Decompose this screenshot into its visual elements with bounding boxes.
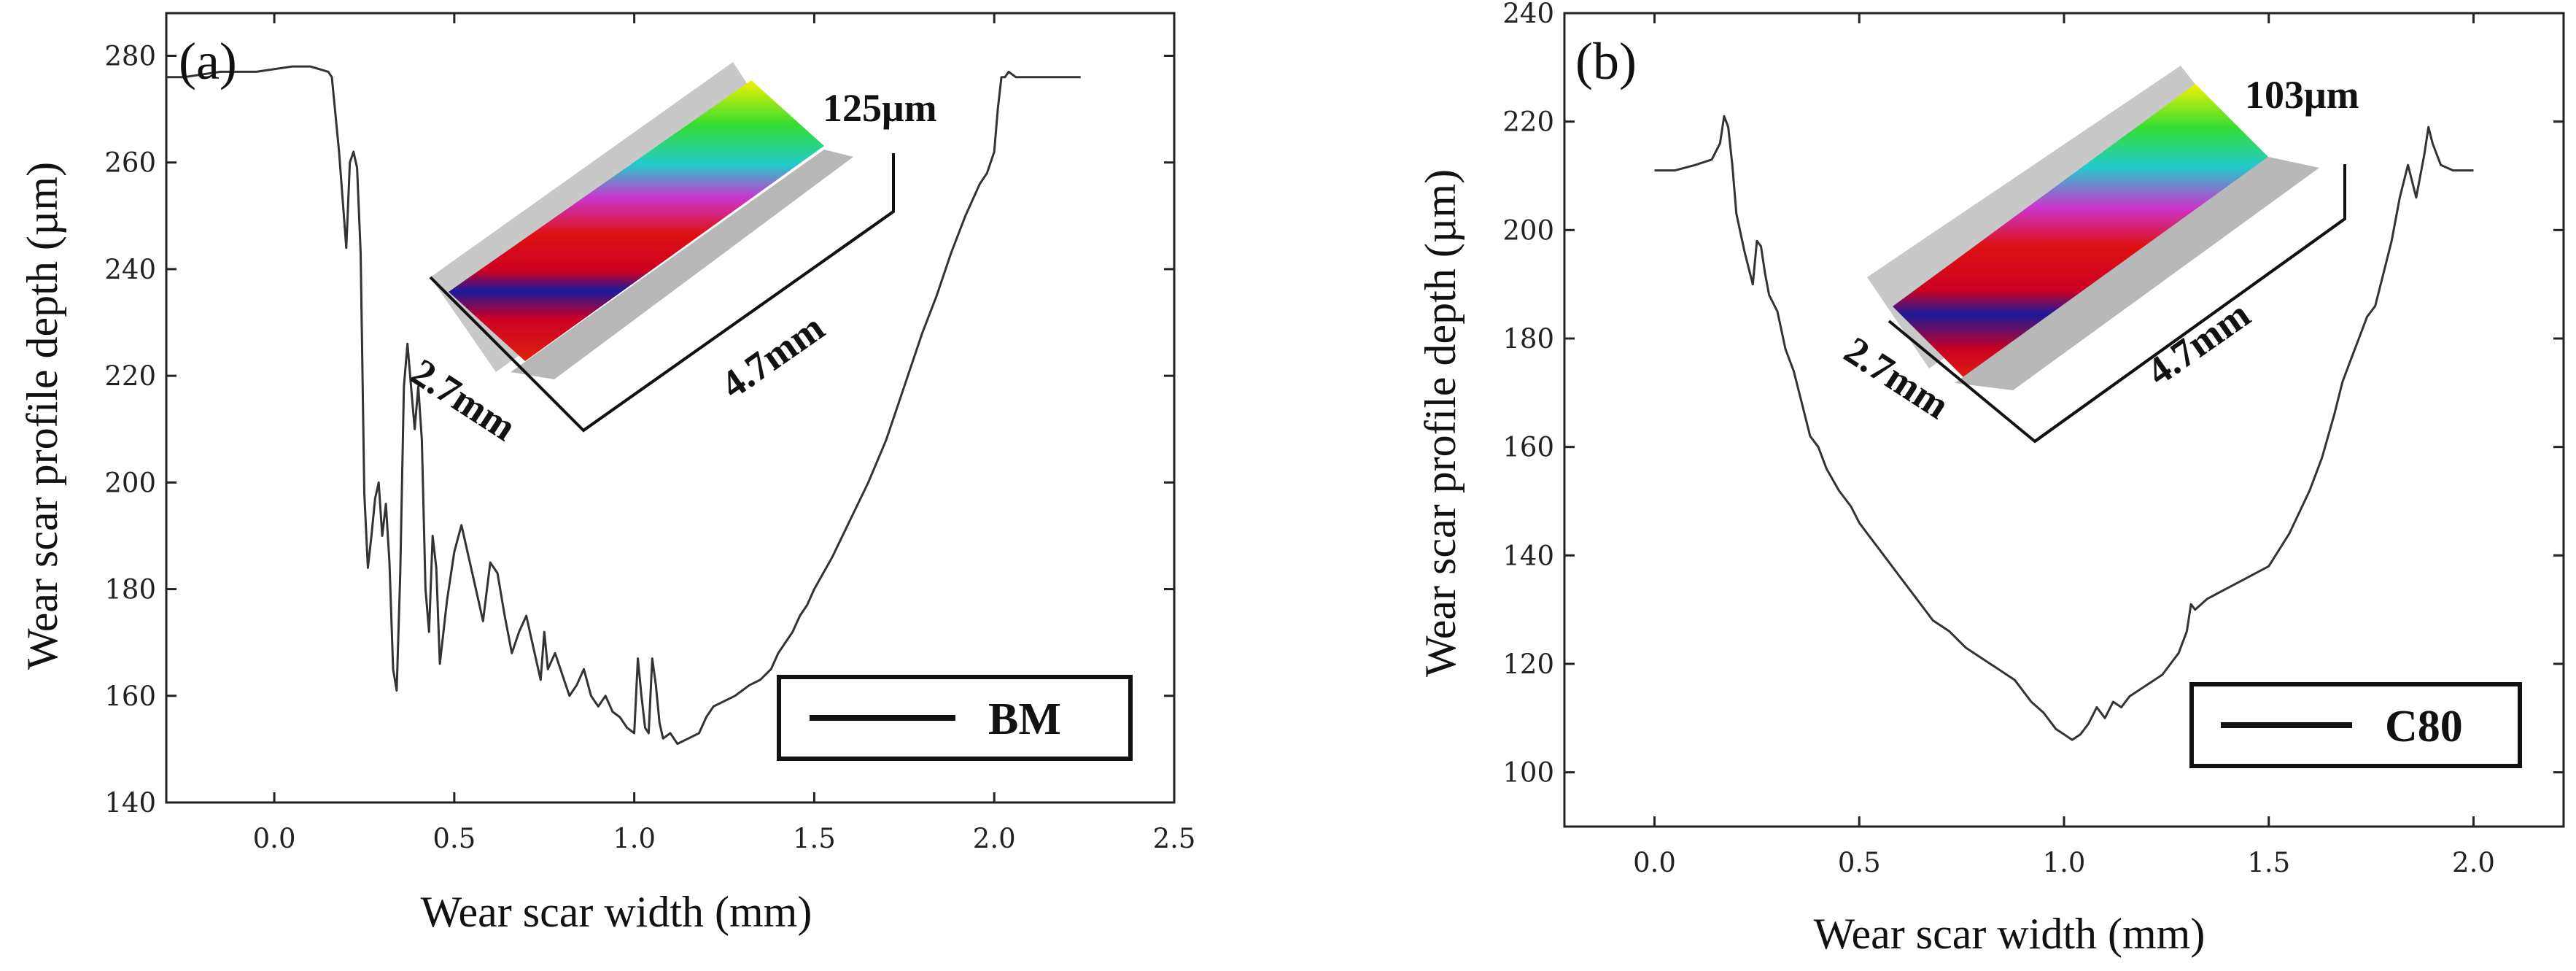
y-tick-label: 200 [104, 467, 156, 498]
inset-depth-label: 103μm [2245, 73, 2359, 117]
y-tick-label: 180 [1502, 323, 1554, 355]
y-tick-label: 160 [1502, 432, 1554, 463]
y-tick-label: 120 [1502, 649, 1554, 680]
y-tick-label: 240 [104, 254, 156, 285]
inset-length-label: 4.7mm [713, 305, 831, 406]
y-tick-label: 220 [1502, 107, 1554, 138]
y-tick-label: 140 [104, 787, 156, 819]
x-tick-label: 2.0 [2452, 847, 2495, 878]
inset-depth-label: 125μm [823, 86, 937, 130]
x-tick-label: 1.5 [793, 823, 836, 854]
x-tick-label: 0.0 [1633, 847, 1676, 878]
y-axis-title: Wear scar profile depth (µm) [18, 162, 66, 670]
plot-frame [165, 12, 1176, 804]
tick-labels: 0.0 0.5 1.0 1.5 2.0 100 120 140 160 180 200 220 240 [1502, 0, 2495, 878]
series-line-c80 [1654, 115, 2474, 741]
y-tick-label: 200 [1502, 214, 1554, 246]
y-axis-title: Wear scar profile depth (µm) [1416, 169, 1464, 677]
panel-b: 0.0 0.5 1.0 1.5 2.0100120140160180200220240 … [1416, 0, 2565, 958]
series-line-bm [166, 65, 1081, 746]
x-tick-label: 0.5 [1838, 847, 1881, 878]
y-tick-label: 100 [1502, 757, 1554, 789]
x-tick-label: 0.0 [253, 823, 296, 854]
panel-a: 0.0 0.5 1.0 1.5 2.0 2.5 140 160 180 200 220 240 260 2… [18, 12, 1195, 936]
y-tick-label: 280 [104, 40, 156, 71]
tick-labels: 0.0 0.5 1.0 1.5 2.0 2.5 140 160 180 200 220 240 260 2… [104, 40, 1195, 854]
y-tick-label: 180 [104, 574, 156, 606]
y-tick-label: 240 [1502, 0, 1554, 29]
legend-label: BM [988, 695, 1061, 744]
axis-ticks [1564, 12, 2564, 827]
y-tick-label: 260 [104, 147, 156, 179]
y-tick-label: 140 [1502, 540, 1554, 571]
x-axis-title: Wear scar width (mm) [421, 888, 812, 936]
x-tick-label: 1.5 [2247, 847, 2290, 878]
x-tick-label: 0.5 [432, 823, 476, 854]
panel-label: (a) [179, 32, 237, 90]
axis-ticks [166, 13, 1176, 804]
x-tick-label: 1.0 [613, 823, 656, 854]
y-tick-label: 160 [104, 681, 156, 712]
x-tick-label: 2.0 [973, 823, 1016, 854]
x-tick-label: 1.0 [2043, 847, 2086, 878]
legend-label: C80 [2385, 702, 2463, 751]
series [1654, 115, 2474, 741]
inset-length-label: 4.7mm [2138, 292, 2257, 393]
y-tick-label: 220 [104, 360, 156, 392]
x-tick-label: 2.5 [1153, 823, 1196, 854]
series [166, 65, 1081, 746]
wear-scar-3d-inset [429, 62, 895, 433]
wear-scar-3d-inset [1867, 66, 2346, 444]
panel-label: (b) [1575, 32, 1637, 90]
x-axis-title: Wear scar width (mm) [1814, 910, 2205, 958]
